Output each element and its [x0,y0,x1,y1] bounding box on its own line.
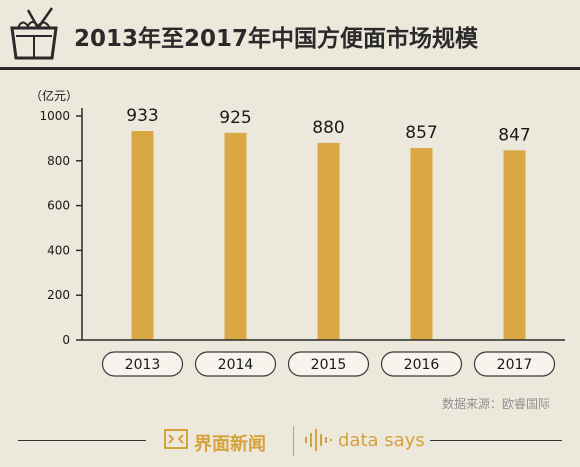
brand-name-cn: 界面新闻 [194,434,266,455]
sound-wave-icon [305,429,332,451]
x-tick-label: 2015 [311,357,347,373]
brand-divider [293,426,294,456]
data-source: 数据来源：欧睿国际 [441,397,550,411]
bar-2014 [224,132,247,340]
bar-2013 [131,131,154,340]
y-tick-label: 200 [47,288,70,302]
x-tick-label: 2013 [125,357,161,373]
brand-name-en: data says [338,430,425,451]
category-pill [287,351,370,377]
bar-chart: （亿元） 0 200 400 600 800 1000 933 925 880 857 847 2… [30,88,565,377]
bar-value-label: 933 [126,106,158,126]
bar-value-label: 925 [219,108,251,128]
bar-value-label: 847 [498,125,530,145]
bar-2015 [317,142,340,340]
jiemian-logo-icon [164,429,188,449]
category-pill [194,351,277,377]
bar-2016 [410,148,433,340]
footer-rule-right [430,440,562,441]
bars: 933 925 880 857 847 [126,106,531,340]
y-tick-label: 400 [47,243,70,257]
y-tick-label: 0 [62,333,70,347]
x-tick-label: 2014 [218,357,254,373]
noodle-box-icon [8,6,60,66]
y-axis-unit-label: （亿元） [30,88,78,103]
chart-title: 2013年至2017年中国方便面市场规模 [74,26,479,52]
y-tick-label: 800 [47,154,70,168]
category-pill [101,351,184,377]
y-tick-label: 600 [47,199,70,213]
x-tick-label: 2016 [404,357,440,373]
chart-header: 2013年至2017年中国方便面市场规模 [0,0,580,68]
header-divider [0,67,580,70]
bar-2017 [503,150,526,340]
x-tick-label: 2017 [497,357,533,373]
bar-value-label: 880 [312,118,344,138]
bar-value-label: 857 [405,123,437,143]
y-axis: 0 200 400 600 800 1000 [39,108,83,347]
x-axis: 2013 2014 2015 2016 2017 [82,339,565,377]
footer-rule-left [18,440,146,441]
y-tick-label: 1000 [39,109,70,123]
category-pill [380,351,463,377]
category-pill [473,351,556,377]
